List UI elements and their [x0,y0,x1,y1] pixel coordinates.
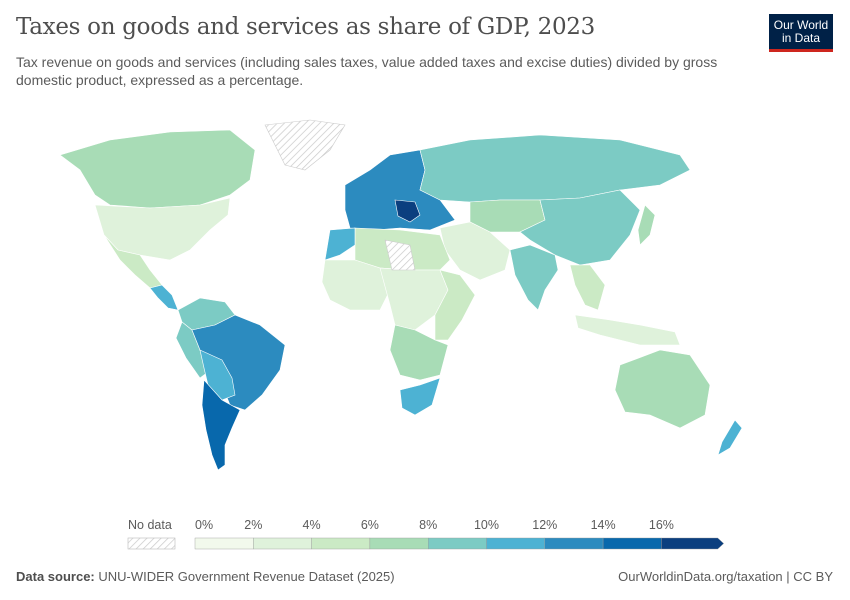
country-balkans[interactable] [394,199,421,223]
country-indonesia[interactable] [574,314,681,346]
country-russia[interactable] [419,134,691,203]
country-india[interactable] [509,244,559,311]
country-australia[interactable] [614,349,711,429]
legend-bin[interactable] [544,537,604,550]
country-sahara-nodata[interactable] [384,239,416,271]
country-middle-east[interactable] [439,221,511,281]
page-subtitle: Tax revenue on goods and services (inclu… [16,54,718,88]
legend-tick-label: 14% [591,518,616,532]
country-japan[interactable] [637,204,656,246]
legend-bin[interactable] [486,537,545,550]
legend-bin[interactable] [661,537,724,550]
legend-tick-label: 16% [649,518,674,532]
legend-tick-label: 4% [303,518,321,532]
world-map [59,119,743,471]
country-greenland[interactable] [264,119,346,171]
country-southeast-asia[interactable] [569,264,606,311]
color-legend: No data 0% 2% 4% 6% 8% 10% 12% 14% 16% [127,518,724,550]
country-argentina-chile[interactable] [201,379,241,471]
data-source: Data source: UNU-WIDER Government Revenu… [16,569,395,584]
legend-bin[interactable] [602,537,662,550]
owid-logo[interactable]: Our World in Data [769,14,833,52]
country-china[interactable] [519,189,641,266]
legend-bin[interactable] [428,537,487,550]
legend-tick-label: 0% [195,518,213,532]
country-south-africa[interactable] [399,377,441,416]
country-bolivia-paraguay[interactable] [199,349,236,401]
country-canada[interactable] [59,129,256,209]
source-label: Data source: [16,569,95,584]
legend-tick-label: 10% [474,518,499,532]
country-new-zealand[interactable] [717,419,743,456]
legend-no-data-swatch [127,537,176,550]
country-central-america[interactable] [149,284,179,311]
page-title: Taxes on goods and services as share of … [16,14,595,40]
source-text: UNU-WIDER Government Revenue Dataset (20… [98,569,395,584]
legend-no-data-label: No data [128,518,172,532]
legend-bin[interactable] [369,537,429,550]
legend-bin[interactable] [311,537,371,550]
legend-bin[interactable] [253,537,312,550]
country-east-africa[interactable] [434,269,476,341]
legend-tick-label: 2% [244,518,262,532]
legend-tick-label: 6% [361,518,379,532]
legend-tick-label: 8% [419,518,437,532]
legend-tick-label: 12% [532,518,557,532]
country-west-africa[interactable] [321,259,391,311]
logo-text: Our World in Data [773,18,829,45]
legend-bin[interactable] [194,537,254,550]
footer-link[interactable]: OurWorldinData.org/taxation | CC BY [618,569,833,584]
country-morocco[interactable] [324,227,356,261]
country-southern-africa[interactable] [389,324,449,381]
